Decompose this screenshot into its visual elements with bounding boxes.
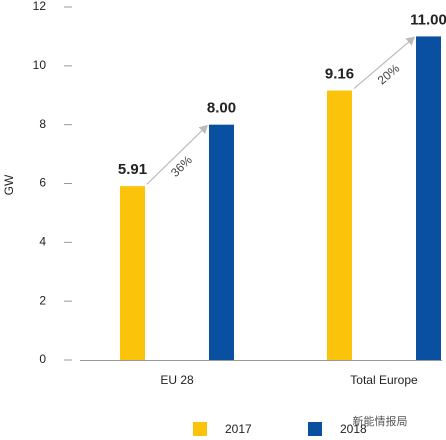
growth-label: 20% xyxy=(375,61,403,87)
x-tick-label: EU 28 xyxy=(160,373,194,387)
legend-label: 2017 xyxy=(225,422,252,436)
bar xyxy=(209,124,234,361)
bar xyxy=(416,36,441,361)
y-tick-label: 0 xyxy=(39,352,46,366)
y-tick-label: 12 xyxy=(33,0,47,13)
growth-arrow xyxy=(146,124,208,185)
watermark: 新能情报局 xyxy=(353,414,408,428)
value-label: 11.00 xyxy=(410,11,446,28)
value-label: 8.00 xyxy=(207,100,236,117)
y-tick-label: 6 xyxy=(39,176,46,190)
y-tick-label: 2 xyxy=(39,293,46,307)
legend-label: 2018 xyxy=(340,422,367,436)
legend-swatch xyxy=(193,422,207,436)
x-tick-label: Total Europe xyxy=(350,373,418,387)
y-tick-label: 4 xyxy=(39,235,46,249)
y-axis-label: GW xyxy=(2,174,16,195)
y-tick-label: 8 xyxy=(39,117,46,131)
legend-swatch xyxy=(308,422,322,436)
y-tick-label: 10 xyxy=(33,58,47,72)
bar xyxy=(327,90,352,360)
bar xyxy=(120,186,145,360)
growth-label: 36% xyxy=(168,153,195,180)
value-label: 9.16 xyxy=(325,66,354,83)
value-label: 5.91 xyxy=(118,161,147,178)
growth-arrow xyxy=(353,36,415,90)
